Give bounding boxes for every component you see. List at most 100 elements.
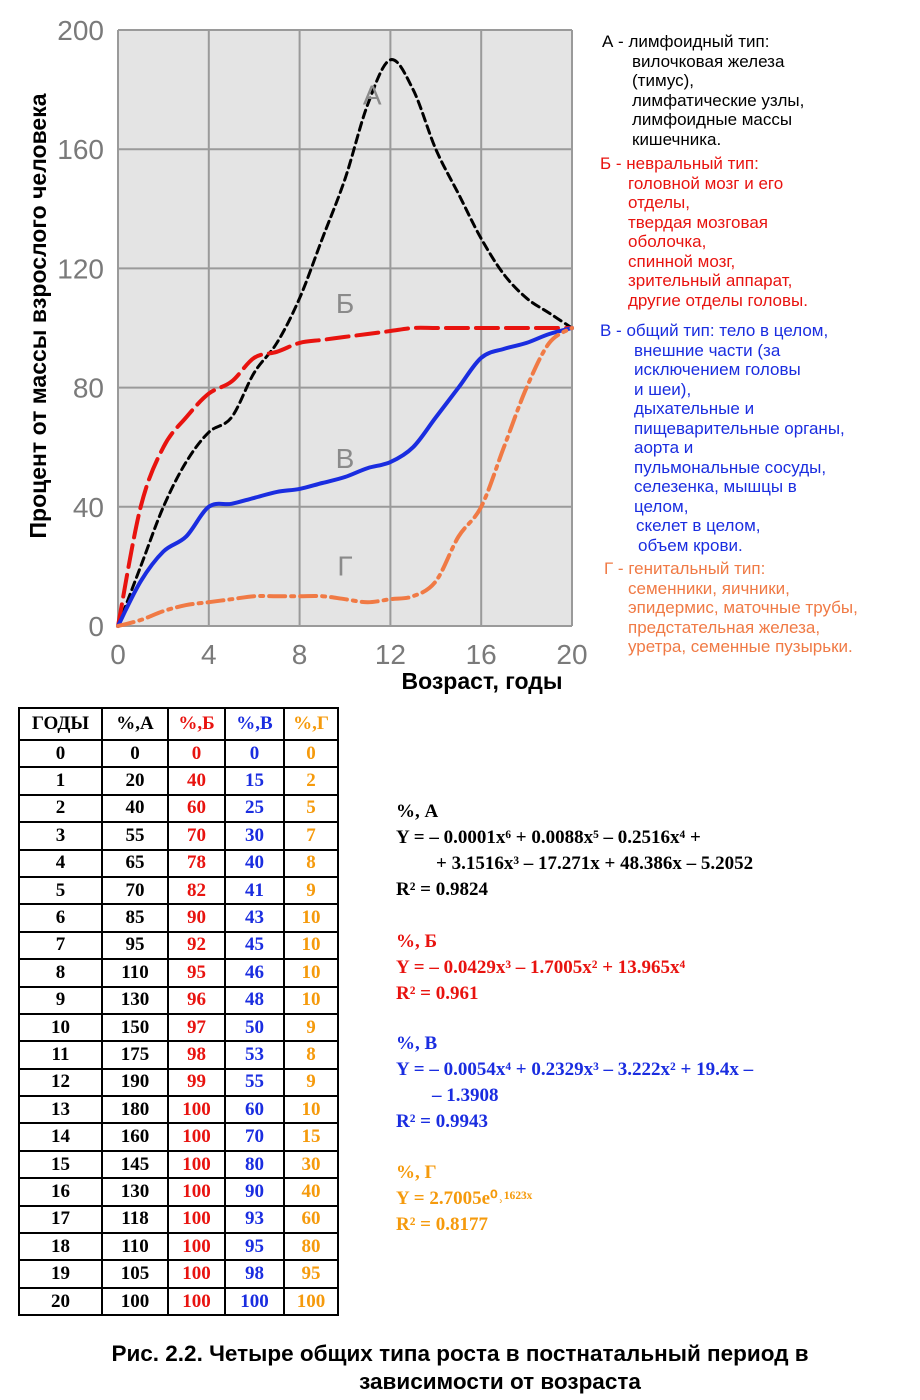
table-cell: 13 (18, 1095, 103, 1125)
table-body: 0 0 0 0 0 1 20 40 15 2 2 40 60 25 5 3 55 70 30 7 4 65 78 40 8 5 70… (18, 738, 339, 1317)
table-cell: 45 (224, 930, 285, 961)
table-cell: 0 (101, 738, 169, 769)
legend-line: отделы, (628, 193, 690, 212)
table-row: 15 145 100 80 30 (18, 1149, 339, 1180)
table-header-cell: ГОДЫ (18, 707, 103, 741)
table-cell: 15 (18, 1149, 103, 1180)
table-cell: 48 (224, 985, 285, 1015)
table-cell: 70 (167, 821, 226, 851)
table-cell: 5 (18, 875, 103, 906)
table-cell: 17 (18, 1204, 103, 1235)
table-row: 13 180 100 60 10 (18, 1095, 339, 1125)
table-cell: 25 (224, 793, 285, 824)
table-cell: 100 (167, 1259, 226, 1289)
y-tick-label: 0 (88, 611, 104, 642)
table-cell: 99 (167, 1067, 226, 1098)
legend-line: внешние части (за (634, 340, 781, 360)
table-row: 8 110 95 46 10 (18, 958, 339, 988)
table-row: 11 175 98 53 8 (18, 1040, 339, 1070)
y-tick-label: 80 (73, 373, 104, 404)
x-axis-title: Возраст, годы (402, 668, 563, 694)
table-cell: 9 (283, 1012, 339, 1043)
legend-neural-type: Б - невральный тип: головной мозг и его от… (600, 154, 808, 310)
table-cell: 15 (283, 1122, 339, 1152)
table-cell: 10 (283, 1095, 339, 1125)
table-row: 2 40 60 25 5 (18, 793, 339, 824)
table-row: 6 85 90 43 10 (18, 903, 339, 933)
legend-line: Г - генитальный тип: (604, 559, 766, 578)
table-cell: 78 (167, 848, 226, 878)
formula-line: Y = – 0.0429x³ – 1.7005x² + 13.965x⁴ (396, 957, 686, 978)
table-cell: 100 (224, 1286, 285, 1317)
table-cell: 100 (167, 1149, 226, 1180)
legend-general-type: В - общий тип: тело в целом, внешние част… (600, 321, 845, 555)
table-cell: 40 (283, 1177, 339, 1207)
table-cell: 80 (283, 1232, 339, 1262)
curve-labels: А Б В Г (336, 80, 382, 582)
table-cell: 8 (283, 848, 339, 878)
legend-line: лимфоидные массы (632, 110, 793, 129)
table-cell: 20 (18, 1286, 103, 1317)
table-cell: 105 (101, 1259, 169, 1289)
table-cell: 60 (167, 793, 226, 824)
table-cell: 8 (18, 958, 103, 988)
table-cell: 5 (283, 793, 339, 824)
table-cell: 40 (167, 766, 226, 796)
table-cell: 55 (224, 1067, 285, 1098)
table-cell: 100 (167, 1122, 226, 1152)
table-row: 4 65 78 40 8 (18, 848, 339, 878)
table-cell: 110 (101, 1232, 169, 1262)
legend-line: твердая мозговая (628, 212, 768, 232)
table-cell: 130 (101, 985, 169, 1015)
table-cell: 100 (167, 1232, 226, 1262)
legend-line: целом, (634, 496, 689, 516)
table-cell: 0 (283, 738, 339, 769)
table-row: 19 105 100 98 95 (18, 1259, 339, 1289)
legend-lymphoid-type: А - лимфоидный тип: вилочковая железа (тим… (602, 32, 804, 149)
legend-line: исключением головы (634, 360, 801, 379)
formula-r2: R² = 0.9943 (396, 1111, 488, 1132)
curve-label-В: В (336, 443, 355, 474)
legend-line: головной мозг и его (628, 173, 784, 193)
formula-r2: R² = 0.961 (396, 983, 479, 1004)
caption-line-2: зависимости от возраста (359, 1369, 641, 1394)
formula-r2: R² = 0.8177 (396, 1214, 488, 1235)
legend-line: другие отделы головы. (628, 290, 808, 310)
table-cell: 11 (18, 1040, 103, 1070)
table-header-cell: %,В (224, 707, 285, 741)
table-cell: 180 (101, 1095, 169, 1125)
table-cell: 175 (101, 1040, 169, 1070)
x-tick-label: 16 (466, 639, 497, 670)
table-row: 3 55 70 30 7 (18, 821, 339, 851)
legend-genital-type: Г - генитальный тип: семенники, яичники, э… (604, 559, 858, 657)
formula-genital: %, Г Y = 2.7005e⁰˒¹⁶²³ˣ R² = 0.8177 (396, 1160, 532, 1238)
table-cell: 7 (283, 821, 339, 851)
legend-line: вилочковая железа (632, 51, 785, 71)
table-cell: 9 (18, 985, 103, 1015)
legend-line: В - общий тип: тело в целом, (600, 321, 829, 340)
table-cell: 92 (167, 930, 226, 961)
formula-title: %, Г (396, 1162, 437, 1183)
table-cell: 4 (18, 848, 103, 878)
table-cell: 98 (167, 1040, 226, 1070)
table-cell: 60 (283, 1204, 339, 1235)
formula-general: %, В Y = – 0.0054x⁴ + 0.2329x³ – 3.222x² … (396, 1031, 753, 1135)
formula-line: Y = 2.7005e⁰˒¹⁶²³ˣ (396, 1188, 533, 1209)
series-line-В (116, 326, 574, 628)
table-cell: 30 (283, 1149, 339, 1180)
legend-line: оболочка, (628, 232, 707, 251)
formula-title: %, А (396, 801, 439, 822)
table-cell: 3 (18, 821, 103, 851)
table-header-cell: %,А (101, 707, 169, 741)
data-table: ГОДЫ %,А %,Б %,В %,Г 0 0 0 0 0 1 20 40 15 2 2 40 60 25 5 3 5… (18, 707, 339, 1317)
table-cell: 160 (101, 1122, 169, 1152)
table-cell: 18 (18, 1232, 103, 1262)
legend-line: дыхательные и (634, 399, 755, 418)
y-tick-label: 120 (57, 253, 104, 284)
formula-line: Y = – 0.0001x⁶ + 0.0088x⁵ – 0.2516x⁴ + (396, 827, 701, 848)
x-tick-label: 4 (201, 639, 217, 670)
legend-line: уретра, семенные пузырьки. (628, 637, 853, 656)
